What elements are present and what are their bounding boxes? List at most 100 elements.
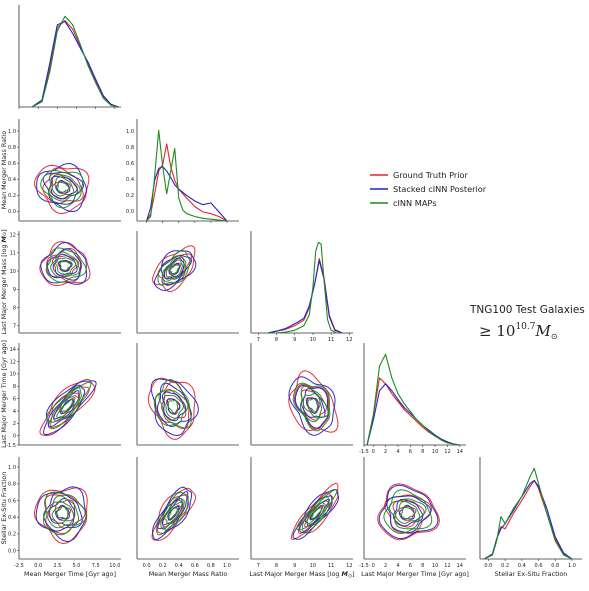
y-tick-label: -1.5 (6, 443, 16, 449)
diag-x-tick-label: 12 (444, 449, 450, 455)
y-tick-label: 0 (13, 434, 16, 440)
y-tick-label: 10 (10, 269, 16, 275)
diag-x-tick-label: 11 (328, 337, 334, 343)
y-tick-label: 1.0 (8, 465, 16, 471)
y-tick-label: 0.0 (8, 209, 16, 215)
contour-3-level-1 (57, 181, 70, 193)
contour-2-level-4 (288, 376, 336, 436)
contour-3-level-1 (167, 399, 179, 414)
contour-1-level-4 (152, 245, 196, 292)
threshold-exponent: 10.7 (515, 322, 535, 332)
x-tick-label: 0.0 (34, 563, 42, 569)
x-tick-label: 14 (457, 563, 463, 569)
joint-panel-merger_lookback-exsitu (363, 457, 466, 560)
marginal-line-3 (146, 129, 228, 222)
x-tick-label: 5.0 (73, 563, 81, 569)
x-tick-label: 0.2 (501, 563, 509, 569)
diag-x-tick-label: 8 (275, 337, 278, 343)
legend-label-stacked-cinn: Stacked cINN Posterior (393, 184, 487, 194)
contour-2-level-3 (294, 385, 329, 429)
joint-panel-merger_mass-merger_lookback (250, 343, 353, 446)
contour-2-level-1 (306, 397, 319, 414)
contour-3-level-1 (56, 506, 69, 519)
x-axis-label-mass_ratio: Mean Merger Mass Ratio (149, 570, 228, 578)
threshold-subscript: ⊙ (551, 332, 558, 341)
marginal-line-1 (366, 377, 460, 446)
contour-2-level-4 (152, 486, 193, 541)
contour-1-level-3 (384, 494, 432, 534)
y-tick-label: 6 (13, 396, 16, 402)
marginal-line-3 (483, 467, 573, 560)
y-tick-label: 0.2 (8, 193, 16, 199)
contour-3-level-3 (301, 496, 330, 529)
annotation-title: TNG100 Test Galaxies (469, 304, 585, 316)
diag-x-tick-label: 7 (257, 337, 260, 343)
contour-1-level-3 (42, 167, 84, 204)
marginal-line-2 (31, 20, 119, 108)
contour-3-level-3 (388, 498, 427, 530)
joint-panel-mass_ratio-merger_lookback (136, 343, 239, 446)
contour-2-level-2 (53, 390, 80, 420)
marginal-line-3 (366, 353, 460, 446)
contour-1-level-2 (392, 500, 425, 528)
y-tick-label: 11 (10, 251, 16, 257)
corner-panels: -2.5 0.0 2.5 5.0 7.5 10.0 0.0 0.2 0.4 0.6 0.8 1.0 7 8… (0, 5, 582, 580)
contour-3-level-1 (60, 398, 73, 413)
contour-2-level-1 (309, 505, 323, 521)
legend: Ground Truth Prior Stacked cINN Posterio… (370, 170, 487, 208)
x-tick-label: 0.0 (143, 563, 151, 569)
y-tick-label: 8 (13, 384, 16, 390)
contour-3-level-2 (51, 501, 75, 524)
x-tick-label: 10 (310, 563, 316, 569)
contour-2-level-4 (292, 489, 340, 540)
x-tick-label: 0.6 (535, 563, 543, 569)
contour-2-level-2 (164, 257, 185, 280)
y-tick-label: 8 (13, 305, 16, 311)
contour-2-level-1 (58, 260, 73, 272)
marginal-line-2 (146, 166, 228, 222)
contour-2-level-1 (55, 180, 71, 194)
contour-3-level-2 (51, 176, 75, 197)
diag-x-tick-label: 10 (432, 449, 438, 455)
contour-3-level-4 (292, 382, 331, 432)
contour-1-level-4 (147, 377, 196, 440)
x-axis-label-exsitu: Stellar Ex-Situ Fraction (495, 570, 568, 578)
contour-2-level-2 (162, 498, 183, 526)
threshold-symbol: M (534, 322, 551, 340)
contour-3-level-3 (161, 255, 187, 282)
x-tick-label: 0.8 (207, 563, 215, 569)
y-tick-label: 4 (13, 409, 16, 415)
x-tick-label: 9 (293, 563, 296, 569)
contour-3-level-4 (157, 249, 191, 286)
x-tick-label: 0.4 (175, 563, 183, 569)
marginal-panel-exsitu (479, 457, 582, 560)
legend-label-ground-truth: Ground Truth Prior (393, 170, 469, 180)
y-axis-label-mass_ratio: Mean Merger Mass Ratio (0, 131, 8, 210)
x-tick-label: 4 (396, 563, 399, 569)
x-tick-label: 0.0 (484, 563, 492, 569)
contour-2-level-1 (168, 262, 181, 275)
marginal-line-3 (31, 15, 119, 108)
contour-3-level-2 (302, 393, 323, 419)
contour-2-level-4 (378, 484, 439, 540)
x-axis-label-merger_mass: Last Major Merger Mass [log M⊙] (249, 570, 354, 580)
y-tick-label: 7 (13, 324, 16, 330)
contour-2-level-4 (36, 163, 87, 212)
contour-1-level-3 (157, 253, 192, 286)
x-tick-label: 10.0 (109, 563, 120, 569)
x-tick-label: 0.4 (518, 563, 526, 569)
contour-3-level-4 (153, 379, 192, 429)
x-tick-label: 1.0 (568, 563, 576, 569)
diag-y-tick-label: 0.4 (126, 177, 134, 183)
diag-y-tick-label: 0.2 (126, 193, 134, 199)
joint-panel-merger_time-merger_mass (18, 231, 121, 334)
x-tick-label: 12 (346, 563, 352, 569)
contour-3-level-1 (311, 507, 323, 520)
marginal-panel-merger_mass (250, 231, 353, 334)
contour-2-level-3 (42, 171, 84, 205)
diag-x-tick-label: 4 (396, 449, 399, 455)
annotation-threshold: ≥ 1010.7M⊙ (479, 322, 558, 341)
diag-x-tick-label: 12 (346, 337, 352, 343)
diag-x-tick-label: 9 (293, 337, 296, 343)
